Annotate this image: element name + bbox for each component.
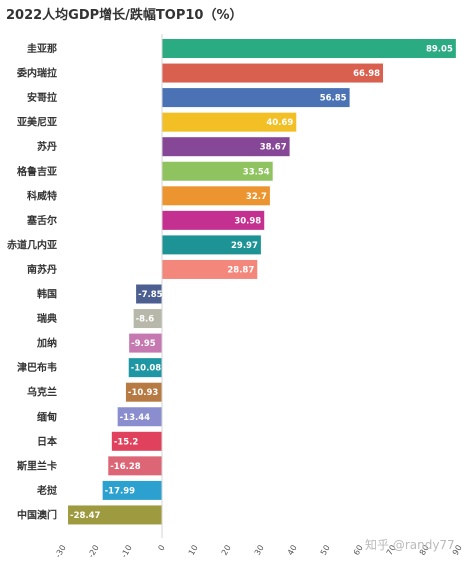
x-tick-label: -20 (86, 544, 100, 560)
value-label: -7.85 (138, 290, 163, 300)
x-tick-label: 80 (418, 544, 431, 557)
category-label: 老挝 (36, 484, 58, 497)
bar-19 (68, 505, 162, 525)
bars-group (68, 39, 456, 525)
bar-10 (136, 284, 162, 304)
bar-0 (162, 39, 456, 58)
value-label: -10.08 (131, 364, 161, 374)
category-label: 加纳 (36, 337, 57, 350)
bar-4 (162, 137, 290, 157)
x-tick-label: 50 (319, 544, 332, 557)
bar-6 (162, 186, 270, 206)
x-tick-label: 10 (187, 544, 200, 557)
category-labels: 圭亚那委内瑞拉安哥拉亚美尼亚苏丹格鲁吉亚科威特塞舌尔赤道几内亚南苏丹韩国瑞典加纳… (7, 42, 58, 521)
bar-17 (108, 456, 162, 476)
value-label: -28.47 (70, 511, 100, 521)
bar-5 (162, 161, 273, 181)
value-label: 33.54 (243, 167, 270, 177)
value-label: -13.44 (120, 413, 150, 423)
bar-16 (111, 431, 162, 451)
category-label: 津巴布韦 (17, 361, 57, 374)
value-label: -17.99 (105, 486, 135, 496)
value-label: -16.28 (110, 462, 140, 472)
bar-18 (102, 480, 162, 500)
value-label: 29.97 (231, 241, 258, 251)
bar-2 (162, 88, 350, 108)
category-label: 缅甸 (37, 410, 57, 423)
category-label: 南苏丹 (27, 263, 57, 276)
bar-1 (162, 63, 384, 83)
value-label: 32.7 (246, 192, 267, 202)
x-tick-label: 70 (385, 544, 398, 557)
category-label: 瑞典 (37, 312, 57, 325)
bar-11 (133, 309, 162, 329)
category-label: 乌克兰 (27, 386, 57, 399)
bar-14 (125, 382, 162, 402)
category-label: 韩国 (37, 288, 57, 301)
value-label: 56.85 (320, 94, 347, 104)
value-label: -8.6 (136, 315, 155, 325)
category-label: 安哥拉 (27, 91, 57, 104)
category-label: 日本 (37, 435, 58, 448)
value-label: 66.98 (353, 69, 380, 79)
x-tick-label: 40 (286, 544, 299, 557)
category-label: 科威特 (27, 189, 57, 202)
value-label: 30.98 (234, 216, 261, 226)
value-labels: 89.05 66.98 56.85 40.69 38.67 33.54 32.7 30.98 2… (70, 45, 453, 521)
category-label: 塞舌尔 (27, 214, 57, 227)
category-label: 格鲁吉亚 (17, 165, 57, 178)
value-label: 40.69 (266, 118, 293, 128)
bar-9 (162, 259, 258, 279)
x-tick-label: 0 (156, 544, 166, 553)
chart-title: 2022人均GDP增长/跌幅TOP10（%） (6, 8, 243, 23)
bar-12 (129, 333, 162, 353)
category-label: 委内瑞拉 (16, 67, 57, 80)
x-tick-label: 60 (352, 544, 365, 557)
category-label: 斯里兰卡 (17, 459, 57, 472)
value-label: -10.93 (128, 388, 158, 398)
category-label: 亚美尼亚 (17, 116, 57, 129)
watermark: 知乎 @randy77 (365, 538, 455, 552)
x-tick-label: -10 (119, 544, 133, 560)
x-tick-label: 30 (253, 544, 266, 557)
category-label: 赤道几内亚 (7, 238, 57, 251)
value-label: 89.05 (426, 45, 453, 55)
value-label: 28.87 (227, 265, 254, 275)
category-label: 苏丹 (37, 140, 57, 153)
bar-7 (162, 210, 265, 230)
bar-8 (162, 235, 261, 255)
x-tick-label: 20 (220, 544, 233, 557)
x-tick-label: -30 (53, 544, 67, 560)
category-label: 中国澳门 (17, 508, 57, 521)
value-label: 38.67 (260, 143, 287, 153)
value-label: -9.95 (131, 339, 156, 349)
bar-15 (117, 407, 162, 427)
value-label: -15.2 (114, 437, 139, 447)
bar-3 (162, 112, 297, 132)
bar-13 (128, 358, 162, 378)
x-tick-label: 90 (451, 544, 464, 557)
category-label: 圭亚那 (27, 42, 57, 55)
